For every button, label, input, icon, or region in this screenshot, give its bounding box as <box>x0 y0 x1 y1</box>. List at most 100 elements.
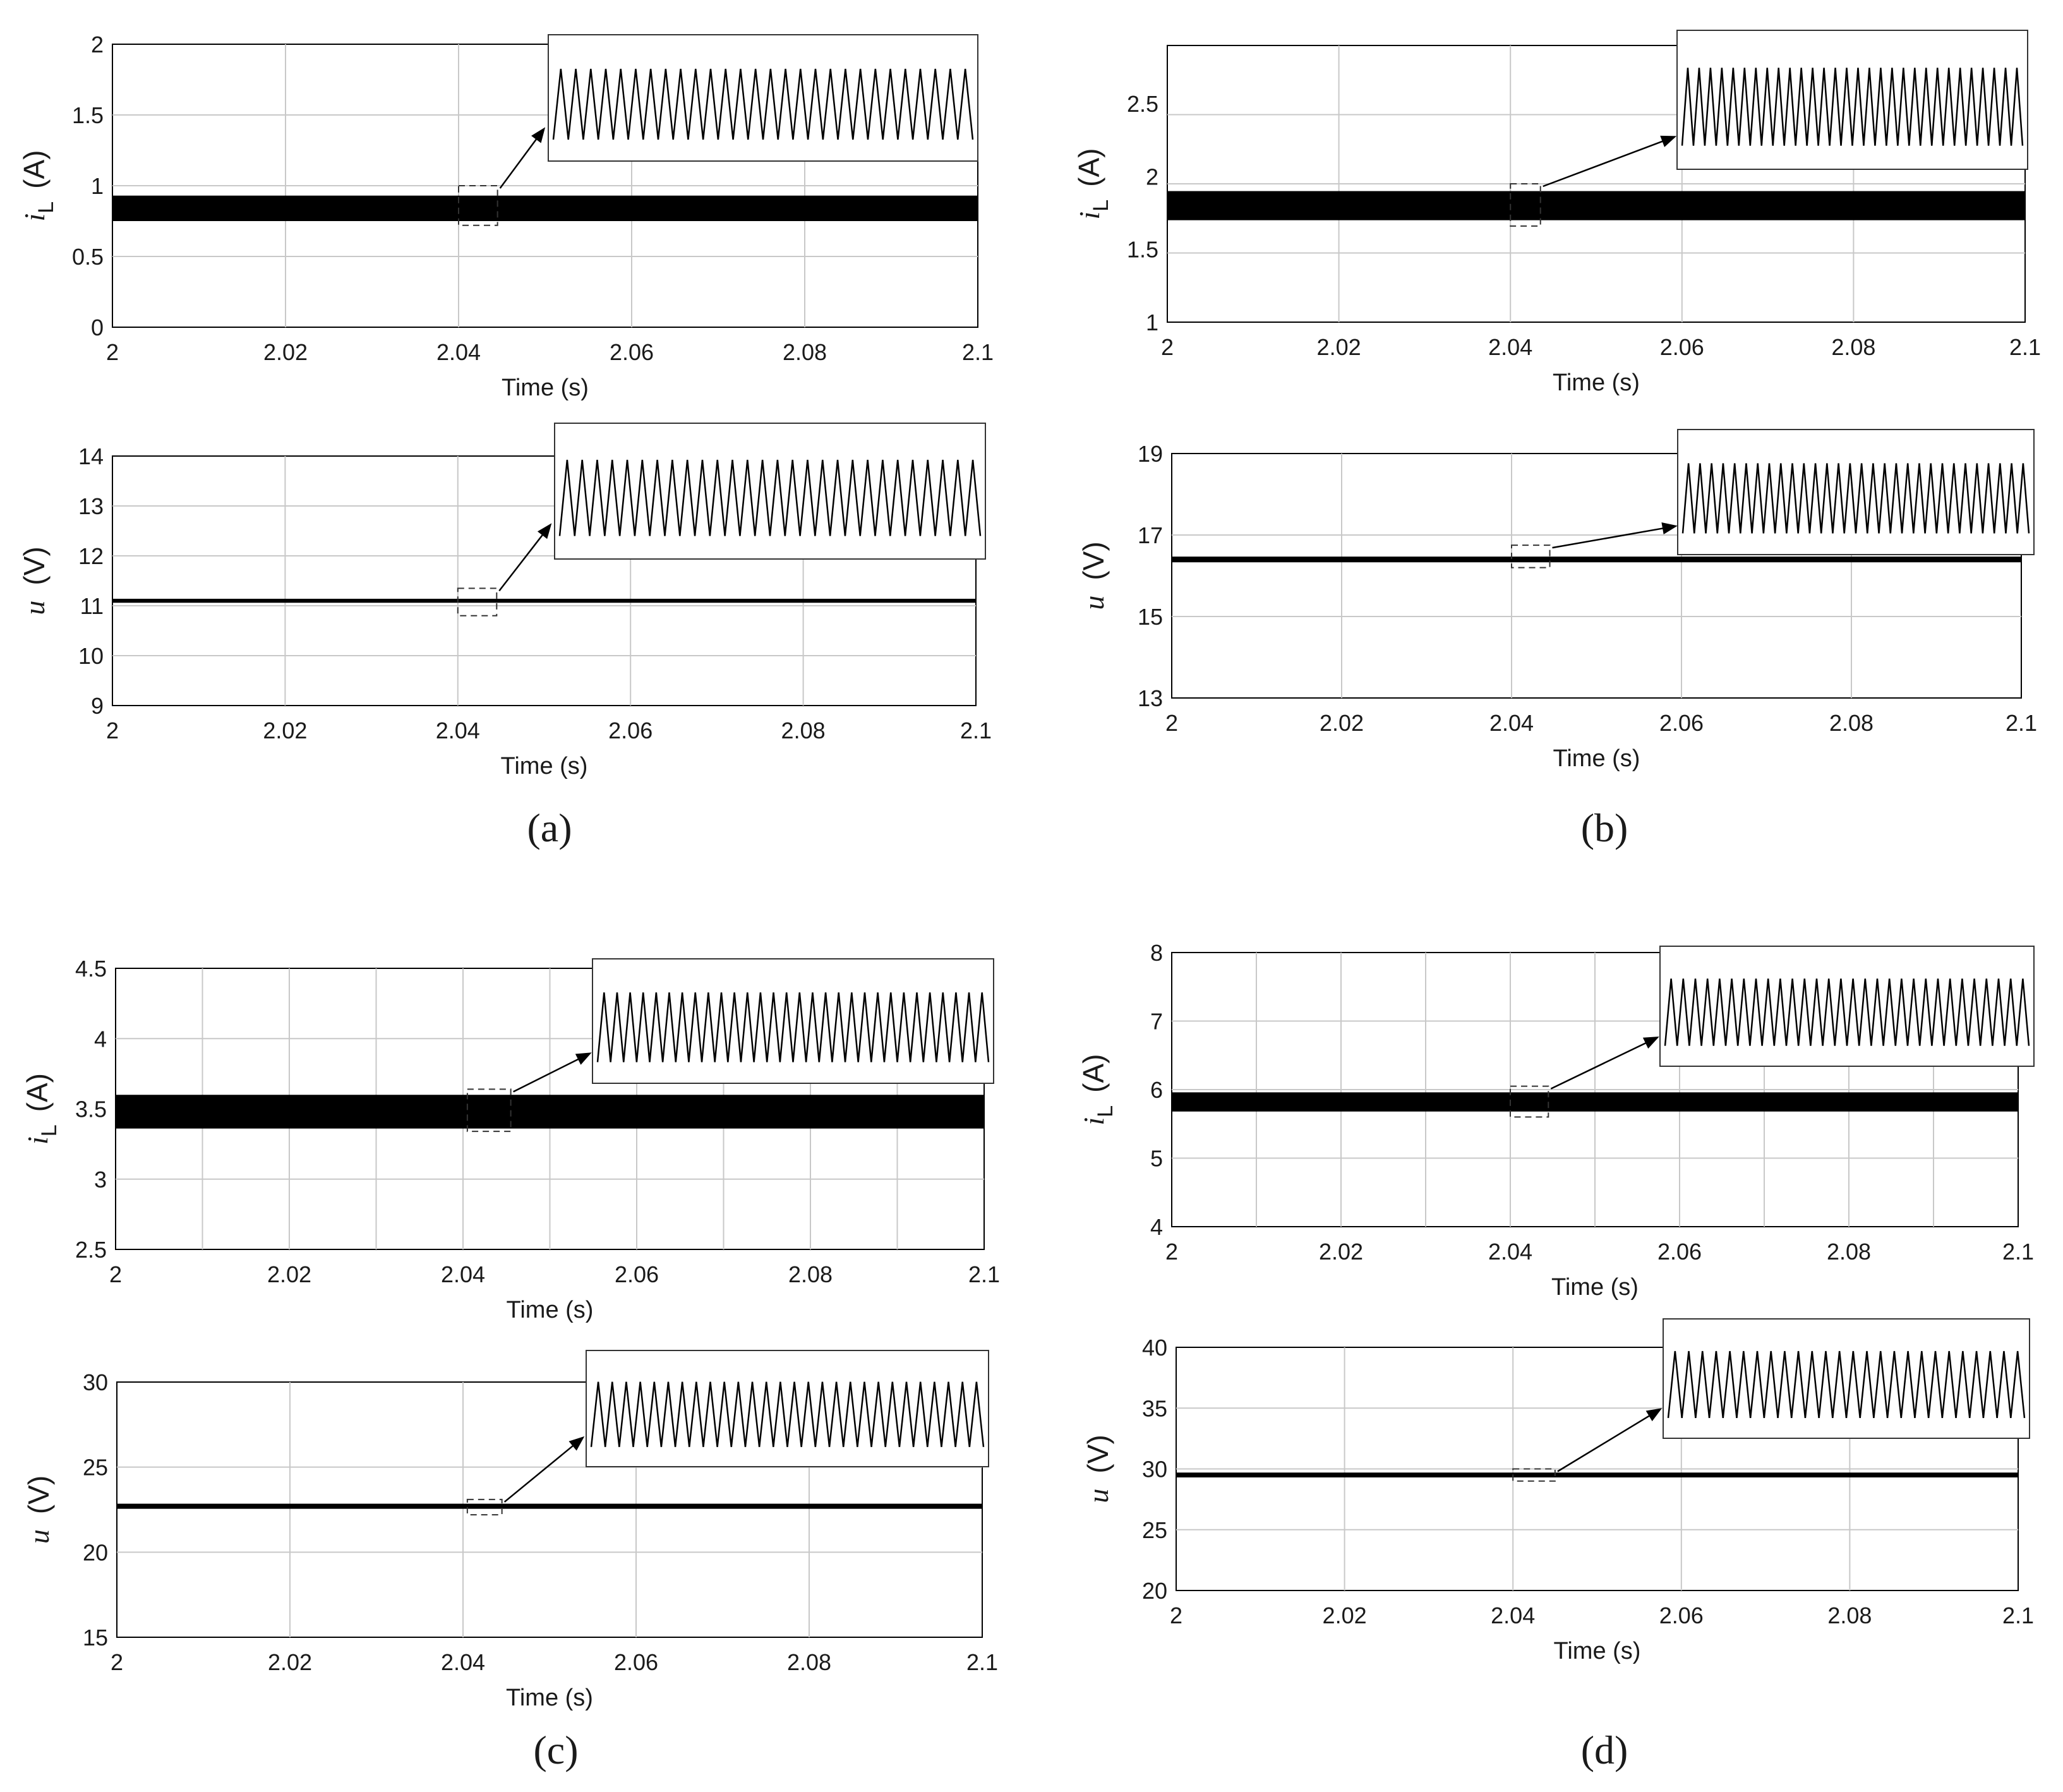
y-axis-symbol: i <box>18 213 51 222</box>
x-tick-label: 2.04 <box>1489 710 1534 736</box>
y-axis-label: u (V) <box>22 1476 55 1544</box>
y-tick-label: 35 <box>1142 1395 1167 1421</box>
y-tick-label: 3.5 <box>75 1097 107 1122</box>
zoom-region-marker <box>458 185 498 226</box>
zoom-inset-box <box>1676 30 2028 170</box>
x-tick-label: 2.02 <box>263 718 307 743</box>
y-tick-label: 1 <box>1146 310 1158 335</box>
zoom-inset-box <box>1663 1318 2030 1439</box>
y-axis-symbol: i <box>21 1136 54 1145</box>
y-axis-label: iL (A) <box>18 150 58 221</box>
y-axis-unit: (A) <box>21 1073 54 1112</box>
x-axis-label: Time (s) <box>506 1685 593 1711</box>
y-tick-label: 1.5 <box>72 102 104 128</box>
y-tick-label: 4 <box>94 1026 107 1052</box>
zoom-inset-box <box>548 34 978 162</box>
x-axis-label: Time (s) <box>1551 1274 1639 1301</box>
zoom-arrow-head <box>1660 135 1677 147</box>
subplot-3: 2 2.02 2.04 2.06 2.08 2.1 1 1.5 2 2.5 Time (s) iL (A… <box>1073 30 2041 396</box>
x-tick-label: 2.1 <box>2006 710 2037 736</box>
y-tick-label: 25 <box>83 1455 108 1481</box>
y-axis-label: u (V) <box>18 546 51 615</box>
x-tick-label: 2.02 <box>1317 334 1361 360</box>
y-axis-unit: (V) <box>1077 541 1110 580</box>
zoom-arrow-line <box>1550 1039 1653 1090</box>
x-tick-label: 2.08 <box>1829 710 1874 736</box>
x-tick-label: 2.02 <box>268 1649 312 1675</box>
zoom-arrow-head <box>1661 522 1678 535</box>
subplot-6: 2 2.02 2.04 2.06 2.08 2.1 15 20 25 30 Time (s) u (V) <box>22 1350 998 1711</box>
zoom-inset-box <box>1677 429 2035 555</box>
y-axis-symbol: i <box>1073 212 1105 220</box>
zoom-arrow-head <box>568 1436 585 1451</box>
y-tick-label: 10 <box>78 643 104 669</box>
x-tick-label: 2.06 <box>615 1261 659 1287</box>
x-tick-label: 2 <box>1165 710 1178 736</box>
x-tick-label: 2.1 <box>962 339 994 365</box>
x-tick-label: 2.08 <box>781 718 826 743</box>
y-axis-symbol: i <box>1078 1117 1110 1126</box>
x-tick-label: 2.04 <box>436 718 480 743</box>
x-tick-label: 2.06 <box>1657 1239 1702 1265</box>
y-axis-subscript: L <box>1089 200 1113 212</box>
x-tick-label: 2.06 <box>610 339 654 365</box>
x-tick-label: 2.02 <box>1323 1603 1367 1628</box>
y-tick-label: 40 <box>1142 1335 1167 1361</box>
zoom-inset-box <box>1659 946 2035 1067</box>
y-axis-unit: (V) <box>18 546 51 585</box>
x-tick-label: 2.02 <box>263 339 308 365</box>
x-tick-label: 2 <box>1161 334 1174 360</box>
zoom-region-marker <box>1511 544 1551 568</box>
y-axis-symbol: u <box>18 601 51 615</box>
y-axis-symbol: u <box>1082 1489 1114 1503</box>
plot-frame <box>1171 453 2022 699</box>
subplot-2: 2 2.02 2.04 2.06 2.08 2.1 9 10 11 12 13 14 Time (s) u… <box>18 423 992 779</box>
zoom-region-marker <box>466 1498 503 1516</box>
y-tick-label: 20 <box>83 1539 108 1565</box>
x-tick-label: 2.08 <box>1831 334 1875 360</box>
zoom-arrow-head <box>531 127 546 143</box>
y-tick-label: 15 <box>1138 604 1163 630</box>
y-axis-symbol: u <box>1078 596 1110 610</box>
y-axis-unit: (A) <box>18 150 51 188</box>
y-tick-label: 1.5 <box>1127 237 1158 263</box>
y-tick-label: 2.5 <box>1127 91 1158 117</box>
zoom-waveform <box>1681 463 2030 534</box>
zoom-waveform <box>558 459 982 536</box>
signal-band <box>112 598 976 603</box>
x-axis-label: Time (s) <box>501 753 588 779</box>
signal-band <box>1172 1092 2018 1112</box>
zoom-arrow-head <box>1645 1408 1663 1421</box>
y-tick-label: 30 <box>83 1369 108 1395</box>
x-tick-label: 2.02 <box>1320 710 1364 736</box>
y-axis-unit: (V) <box>22 1476 55 1514</box>
y-tick-label: 12 <box>78 543 104 569</box>
signal-band <box>116 1095 984 1129</box>
zoom-arrow-line <box>503 1440 579 1503</box>
y-axis-unit: (A) <box>1073 148 1105 186</box>
zoom-region-marker <box>466 1088 512 1133</box>
x-tick-label: 2.1 <box>966 1649 998 1675</box>
y-tick-label: 5 <box>1150 1146 1163 1172</box>
plot-frame <box>112 455 977 706</box>
y-axis-subscript: L <box>34 201 58 213</box>
signal-band <box>112 195 978 221</box>
x-tick-label: 2.02 <box>1319 1239 1363 1265</box>
zoom-inset-box <box>592 958 994 1084</box>
x-axis-label: Time (s) <box>1553 370 1640 396</box>
zoom-waveform <box>1664 978 2030 1046</box>
y-axis-unit: (V) <box>1081 1434 1114 1473</box>
x-axis-label: Time (s) <box>502 375 589 401</box>
caption-a: (a) <box>527 805 572 850</box>
x-tick-label: 2.06 <box>1660 334 1704 360</box>
zoom-waveform <box>552 68 974 140</box>
signal-band <box>1176 1472 2018 1477</box>
y-tick-label: 1 <box>91 173 104 199</box>
x-tick-label: 2.1 <box>960 718 992 743</box>
subplot-1: 2 2.02 2.04 2.06 2.08 2.1 0 0.5 1 1.5 2 Time (s) iL (… <box>18 32 994 401</box>
y-axis-subscript: L <box>1093 1105 1117 1117</box>
x-tick-label: 2 <box>106 339 119 365</box>
zoom-arrow-head <box>537 523 552 539</box>
x-axis-label: Time (s) <box>1554 1638 1641 1664</box>
